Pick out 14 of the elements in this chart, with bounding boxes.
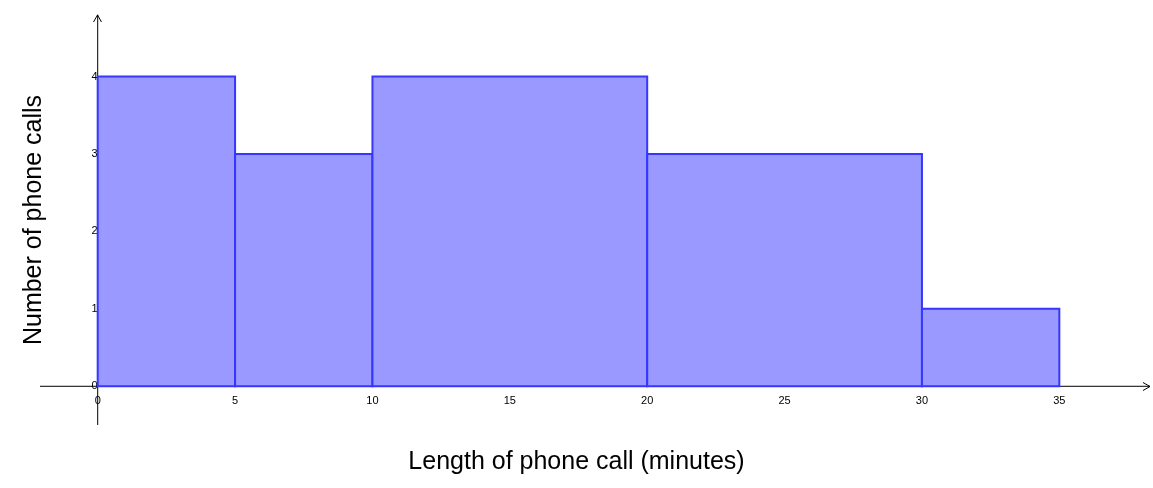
x-tick-label: 25: [778, 393, 791, 406]
x-tick-label: 20: [641, 393, 654, 406]
x-tick-label: 30: [915, 393, 929, 406]
y-tick-label: 4: [91, 69, 98, 82]
x-axis-title: Length of phone call (minutes): [407, 446, 746, 475]
x-tick-label: 15: [503, 393, 516, 406]
x-tick-label: 10: [366, 393, 379, 406]
y-tick-label: 0: [91, 379, 98, 392]
y-tick-label: 2: [91, 224, 98, 237]
x-tick-label: 35: [1053, 393, 1066, 406]
y-tick-label: 3: [91, 147, 98, 160]
y-tick-label: 1: [91, 301, 98, 314]
y-axis-title: Number of phone calls: [17, 94, 47, 346]
x-tick-label: 5: [232, 393, 239, 406]
